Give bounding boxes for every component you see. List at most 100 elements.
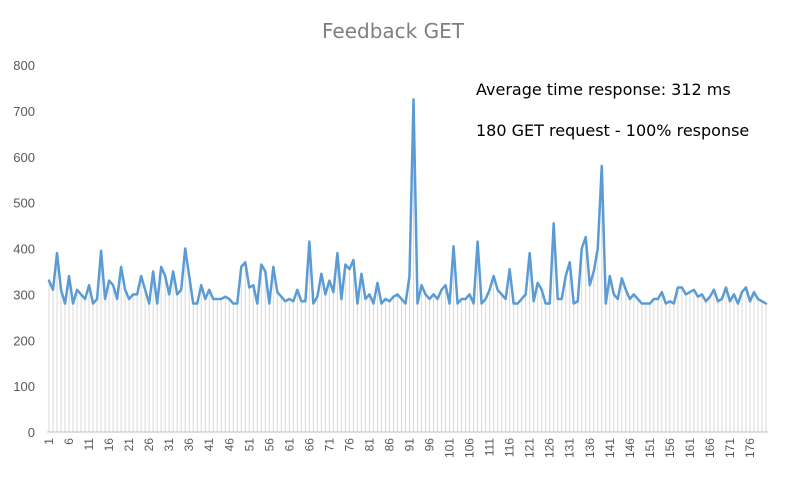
- data-point: [144, 288, 146, 291]
- data-point: [224, 295, 227, 298]
- x-tick-label: 141: [603, 438, 617, 458]
- data-point: [512, 302, 515, 305]
- x-tick-label: 106: [463, 438, 477, 458]
- x-tick-label: 146: [623, 438, 637, 458]
- data-point: [641, 302, 643, 305]
- data-point: [364, 298, 367, 300]
- data-point: [737, 302, 739, 305]
- data-point: [440, 288, 443, 291]
- data-point: [56, 252, 58, 254]
- data-point: [168, 293, 170, 296]
- data-point: [380, 302, 383, 305]
- y-axis-tick-labels: 0 100 200 300 400 500 600 700 800: [13, 58, 35, 440]
- x-tick-label: 171: [723, 438, 737, 458]
- x-tick-label: 131: [563, 438, 577, 458]
- data-point: [132, 293, 134, 296]
- data-point: [500, 293, 503, 296]
- x-tick-label: 61: [282, 438, 296, 452]
- x-tick-label: 51: [242, 438, 256, 452]
- x-tick-label: 96: [423, 438, 437, 452]
- data-point: [112, 284, 114, 287]
- data-point: [360, 272, 363, 275]
- data-point: [633, 293, 635, 296]
- data-point: [260, 263, 263, 266]
- x-tick-label: 46: [222, 438, 236, 452]
- data-point: [324, 293, 327, 296]
- data-point: [540, 288, 543, 291]
- data-point: [128, 298, 130, 300]
- data-point: [176, 293, 178, 296]
- x-tick-label: 76: [342, 438, 356, 452]
- x-tick-label: 86: [382, 438, 396, 452]
- data-point: [48, 279, 50, 282]
- data-point: [200, 284, 203, 287]
- x-tick-label: 71: [322, 438, 336, 452]
- x-tick-label: 81: [362, 438, 376, 452]
- data-point: [757, 298, 759, 300]
- data-point: [404, 302, 407, 305]
- data-point: [316, 295, 319, 298]
- data-point: [584, 236, 587, 238]
- data-point: [556, 298, 559, 300]
- data-point: [252, 284, 255, 287]
- data-point: [220, 298, 223, 300]
- data-point: [304, 300, 307, 303]
- x-tick-label: 151: [643, 438, 657, 458]
- data-point: [68, 275, 70, 277]
- data-point: [548, 302, 551, 305]
- data-point: [408, 275, 411, 277]
- data-point: [492, 275, 495, 277]
- data-point: [765, 302, 767, 305]
- x-tick-label: 36: [182, 438, 196, 452]
- data-point: [336, 252, 339, 254]
- x-tick-label: 126: [543, 438, 557, 458]
- y-tick-label: 100: [13, 379, 35, 394]
- data-point: [428, 298, 431, 300]
- data-point: [520, 298, 523, 300]
- data-point: [248, 286, 251, 289]
- data-point: [444, 284, 447, 287]
- data-point: [348, 268, 351, 270]
- x-tick-label: 16: [102, 438, 116, 452]
- data-point: [420, 284, 423, 287]
- x-tick-label: 56: [262, 438, 276, 452]
- x-tick-label: 21: [122, 438, 136, 452]
- data-point: [372, 302, 375, 305]
- data-point: [484, 298, 487, 300]
- data-point: [677, 286, 679, 289]
- data-point: [448, 302, 451, 305]
- data-point: [96, 298, 98, 300]
- data-point: [504, 298, 507, 300]
- data-point: [384, 298, 387, 300]
- data-point: [212, 298, 215, 300]
- data-point: [416, 302, 419, 305]
- data-point: [308, 240, 311, 243]
- data-point: [340, 298, 343, 300]
- data-point: [352, 259, 355, 261]
- data-point: [368, 293, 371, 296]
- data-point: [596, 247, 599, 250]
- data-point: [108, 279, 110, 282]
- chart-title: Feedback GET: [322, 19, 465, 43]
- x-tick-label: 121: [523, 438, 537, 458]
- data-point: [653, 298, 655, 300]
- data-point: [172, 270, 174, 273]
- data-point: [564, 275, 567, 277]
- data-point: [689, 291, 691, 293]
- data-point: [608, 275, 611, 277]
- data-point: [204, 298, 207, 300]
- data-point: [588, 284, 591, 287]
- data-point: [673, 302, 675, 305]
- data-point: [284, 300, 287, 303]
- data-point: [741, 291, 743, 293]
- data-point: [120, 266, 122, 268]
- data-point: [208, 288, 211, 291]
- data-point: [508, 268, 511, 270]
- x-axis-tick-labels: 1 6 11 16 21 26 31 36 41 46 51 56 61 66 71 76 81 86 91 96 10…: [42, 438, 757, 458]
- data-point: [452, 245, 455, 248]
- data-point: [701, 293, 703, 296]
- data-point: [645, 302, 647, 305]
- data-point: [272, 266, 275, 268]
- data-point: [649, 302, 651, 305]
